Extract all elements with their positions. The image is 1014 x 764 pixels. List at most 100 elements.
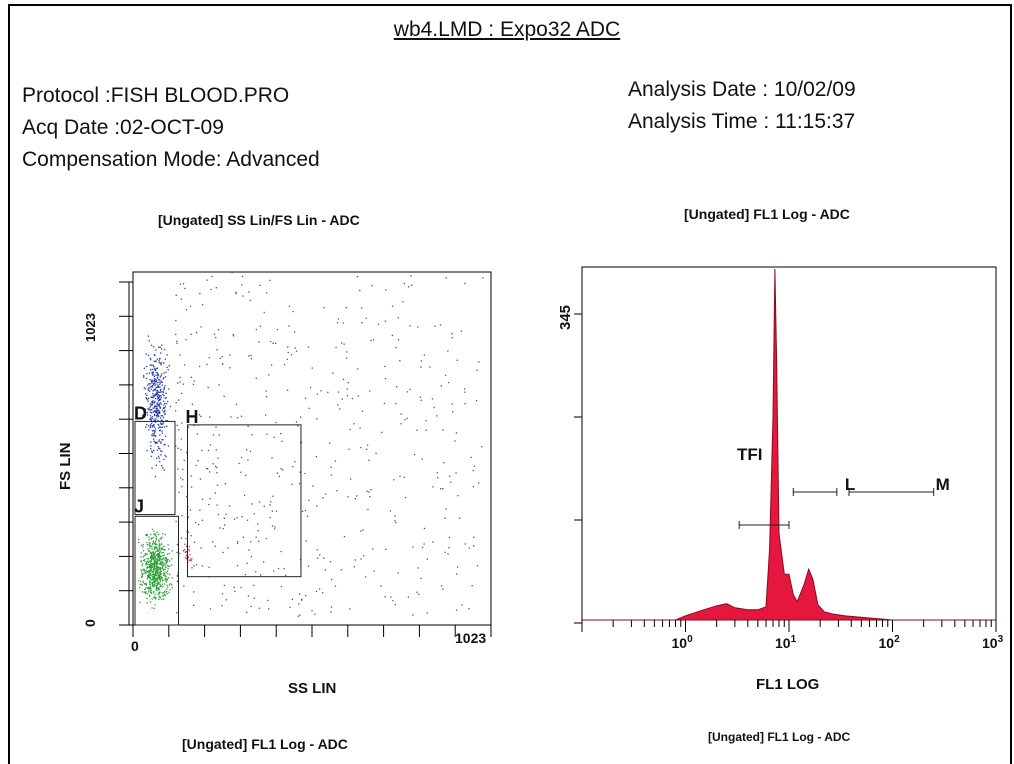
data-point — [330, 611, 332, 613]
data-point — [209, 444, 212, 446]
data-point — [159, 399, 161, 401]
data-point — [246, 519, 249, 521]
data-point — [147, 587, 149, 589]
data-point — [418, 593, 420, 595]
data-point — [190, 558, 192, 560]
data-point — [155, 554, 158, 556]
data-point — [155, 560, 157, 562]
data-point — [159, 434, 161, 436]
data-point — [161, 423, 163, 425]
data-point — [158, 362, 160, 364]
data-point — [159, 584, 162, 587]
data-point — [155, 407, 157, 410]
data-point — [157, 419, 159, 422]
data-point — [168, 388, 170, 390]
data-point — [151, 403, 153, 406]
data-point — [161, 409, 164, 411]
data-point — [155, 383, 157, 385]
data-point — [151, 571, 154, 573]
data-point — [178, 429, 180, 431]
data-point — [143, 367, 145, 369]
data-point — [154, 384, 156, 387]
data-point — [155, 544, 157, 546]
data-point — [160, 561, 162, 563]
data-point — [250, 358, 253, 360]
data-point — [159, 389, 162, 391]
data-point — [460, 330, 463, 332]
data-point — [145, 564, 147, 566]
data-point — [258, 341, 260, 343]
data-point — [152, 400, 154, 402]
data-point — [482, 277, 484, 279]
data-point — [155, 547, 157, 549]
data-point — [159, 383, 161, 385]
data-point — [154, 533, 156, 535]
data-point — [391, 305, 394, 307]
data-point — [157, 557, 159, 559]
data-point — [150, 344, 153, 346]
data-point — [450, 481, 452, 483]
data-point — [146, 597, 148, 600]
data-point — [385, 548, 387, 550]
data-point — [153, 410, 155, 412]
data-point — [166, 420, 168, 422]
data-point — [166, 578, 168, 580]
data-point — [142, 546, 144, 548]
data-point — [217, 457, 219, 459]
data-point — [164, 376, 167, 378]
data-point — [163, 377, 165, 379]
data-point — [160, 391, 162, 393]
data-point — [267, 599, 269, 602]
data-point — [149, 364, 151, 366]
data-point — [146, 373, 148, 375]
data-point — [159, 550, 162, 552]
data-point — [146, 397, 148, 399]
data-point — [149, 379, 151, 381]
data-point — [345, 357, 348, 359]
data-point — [152, 383, 155, 386]
data-point — [189, 554, 191, 556]
data-point — [160, 442, 162, 444]
data-point — [190, 376, 192, 378]
data-point — [154, 580, 156, 582]
data-point — [155, 587, 157, 590]
data-point — [304, 472, 306, 475]
data-point — [404, 496, 407, 499]
data-point — [200, 415, 202, 418]
data-point — [332, 372, 334, 374]
data-point — [154, 593, 156, 595]
data-point — [176, 580, 178, 582]
data-point — [153, 407, 155, 409]
data-point — [147, 570, 149, 572]
data-point — [236, 542, 239, 545]
data-point — [156, 377, 159, 379]
data-point — [455, 472, 457, 474]
data-point — [163, 469, 165, 471]
data-point — [157, 587, 159, 590]
data-point — [393, 479, 395, 481]
data-point — [360, 446, 362, 449]
data-point — [159, 591, 161, 593]
data-point — [369, 496, 371, 498]
data-point — [287, 351, 289, 354]
data-point — [215, 287, 217, 289]
marker-label-M: M — [936, 475, 950, 494]
gate-J — [134, 515, 179, 626]
data-point — [160, 559, 162, 561]
data-point — [182, 283, 185, 285]
data-point — [356, 495, 358, 497]
data-point — [323, 557, 325, 559]
histogram-plot-frame — [581, 266, 997, 621]
data-point — [180, 448, 182, 451]
data-point — [171, 586, 173, 589]
data-point — [158, 540, 160, 542]
data-point — [163, 372, 165, 374]
data-point — [385, 289, 387, 291]
data-point — [157, 568, 159, 570]
data-point — [152, 397, 154, 399]
data-point — [159, 578, 161, 580]
data-point — [175, 294, 177, 296]
data-point — [447, 553, 449, 555]
data-point — [305, 540, 307, 542]
data-point — [158, 447, 160, 449]
